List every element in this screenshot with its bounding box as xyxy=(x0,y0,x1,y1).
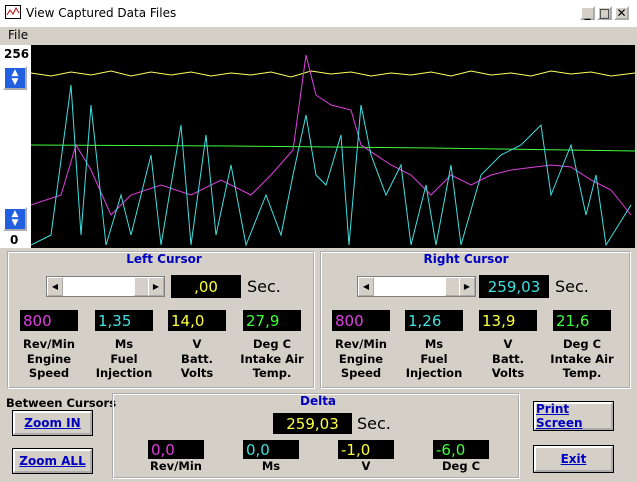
panel-title: Right Cursor xyxy=(423,252,509,266)
reading-value: 14,0 xyxy=(168,310,226,331)
reading-label: Speed xyxy=(28,366,70,380)
cursor-panel xyxy=(320,251,631,389)
close[interactable]: ✕ xyxy=(614,6,629,20)
reading-value: 800 xyxy=(20,310,78,331)
app-icon xyxy=(5,5,21,19)
reading-label: Temp. xyxy=(252,366,292,380)
time-unit: Sec. xyxy=(247,277,281,296)
menu-item[interactable]: File xyxy=(8,28,29,42)
reading-label: Fuel xyxy=(110,352,138,366)
minimize[interactable]: _ xyxy=(580,6,595,20)
reading-label: Volts xyxy=(491,366,525,380)
reading-unit: V xyxy=(192,337,202,351)
reading-label: Fuel xyxy=(420,352,448,366)
time-unit: Sec. xyxy=(555,277,589,296)
reading-label: Batt. xyxy=(492,352,524,366)
reading-unit: V xyxy=(503,337,513,351)
reading-unit: Rev/Min xyxy=(150,459,202,473)
reading-value: 1,35 xyxy=(95,310,153,331)
reading-label: Engine xyxy=(26,352,72,366)
reading-unit: Deg C xyxy=(441,459,481,473)
reading-value: -6,0 xyxy=(433,440,489,459)
panel-title: Left Cursor xyxy=(126,252,202,266)
scale-column: 256 ▲ ▼ ▲ ▼ 0 xyxy=(0,45,31,248)
action-button[interactable]: Print Screen xyxy=(534,402,613,430)
reading-label: Intake Air xyxy=(550,352,614,366)
window-title: View Captured Data Files xyxy=(26,6,177,20)
scale-up[interactable]: ▲ ▼ xyxy=(3,66,27,90)
between-title: Between Cursors xyxy=(6,396,117,410)
title-bar: View Captured Data Files _ □ ✕ xyxy=(0,0,637,27)
scale-down[interactable]: ▲ ▼ xyxy=(3,207,27,231)
reading-unit: Ms xyxy=(261,459,281,473)
reading-value: 13,9 xyxy=(479,310,537,331)
scrollbar[interactable]: ◀ ▶ xyxy=(46,276,165,297)
reading-label: Intake Air xyxy=(240,352,304,366)
time-unit: Sec. xyxy=(357,414,391,433)
zoom-button[interactable]: Zoom ALL xyxy=(13,449,92,473)
reading-label: Speed xyxy=(340,366,382,380)
reading-unit: Rev/Min xyxy=(23,337,75,351)
panel-title: Delta xyxy=(299,394,337,408)
graph xyxy=(31,45,635,248)
scroll-right[interactable]: ▶ xyxy=(459,277,475,296)
reading-unit: Ms xyxy=(424,337,444,351)
reading-unit: Deg C xyxy=(252,337,292,351)
reading-label: Injection xyxy=(405,366,463,380)
action-button[interactable]: Exit xyxy=(534,446,613,472)
reading-value: -1,0 xyxy=(338,440,394,459)
scroll-left[interactable]: ◀ xyxy=(358,277,374,296)
reading-label: Batt. xyxy=(181,352,213,366)
delta-panel xyxy=(112,393,520,479)
scrollbar[interactable]: ◀ ▶ xyxy=(357,276,476,297)
reading-label: Injection xyxy=(95,366,153,380)
maximize[interactable]: □ xyxy=(597,6,612,20)
cursor-panel xyxy=(7,251,315,389)
reading-unit: V xyxy=(361,459,371,473)
scroll-left[interactable]: ◀ xyxy=(47,277,63,296)
reading-value: 21,6 xyxy=(553,310,611,331)
reading-value: 0,0 xyxy=(243,440,299,459)
zoom-button[interactable]: Zoom IN xyxy=(13,411,92,435)
time-value: 259,03 xyxy=(479,275,549,298)
reading-label: Volts xyxy=(180,366,214,380)
reading-label: Temp. xyxy=(562,366,602,380)
reading-unit: Deg C xyxy=(562,337,602,351)
reading-value: 0,0 xyxy=(148,440,204,459)
reading-value: 1,26 xyxy=(405,310,463,331)
time-value: ,00 xyxy=(171,275,241,298)
scale-max: 256 xyxy=(4,47,30,61)
scale-min: 0 xyxy=(10,233,19,247)
reading-value: 800 xyxy=(332,310,390,331)
reading-unit: Rev/Min xyxy=(335,337,387,351)
time-value: 259,03 xyxy=(273,413,352,434)
reading-unit: Ms xyxy=(114,337,134,351)
scroll-right[interactable]: ▶ xyxy=(148,277,164,296)
reading-label: Engine xyxy=(338,352,384,366)
reading-value: 27,9 xyxy=(243,310,301,331)
